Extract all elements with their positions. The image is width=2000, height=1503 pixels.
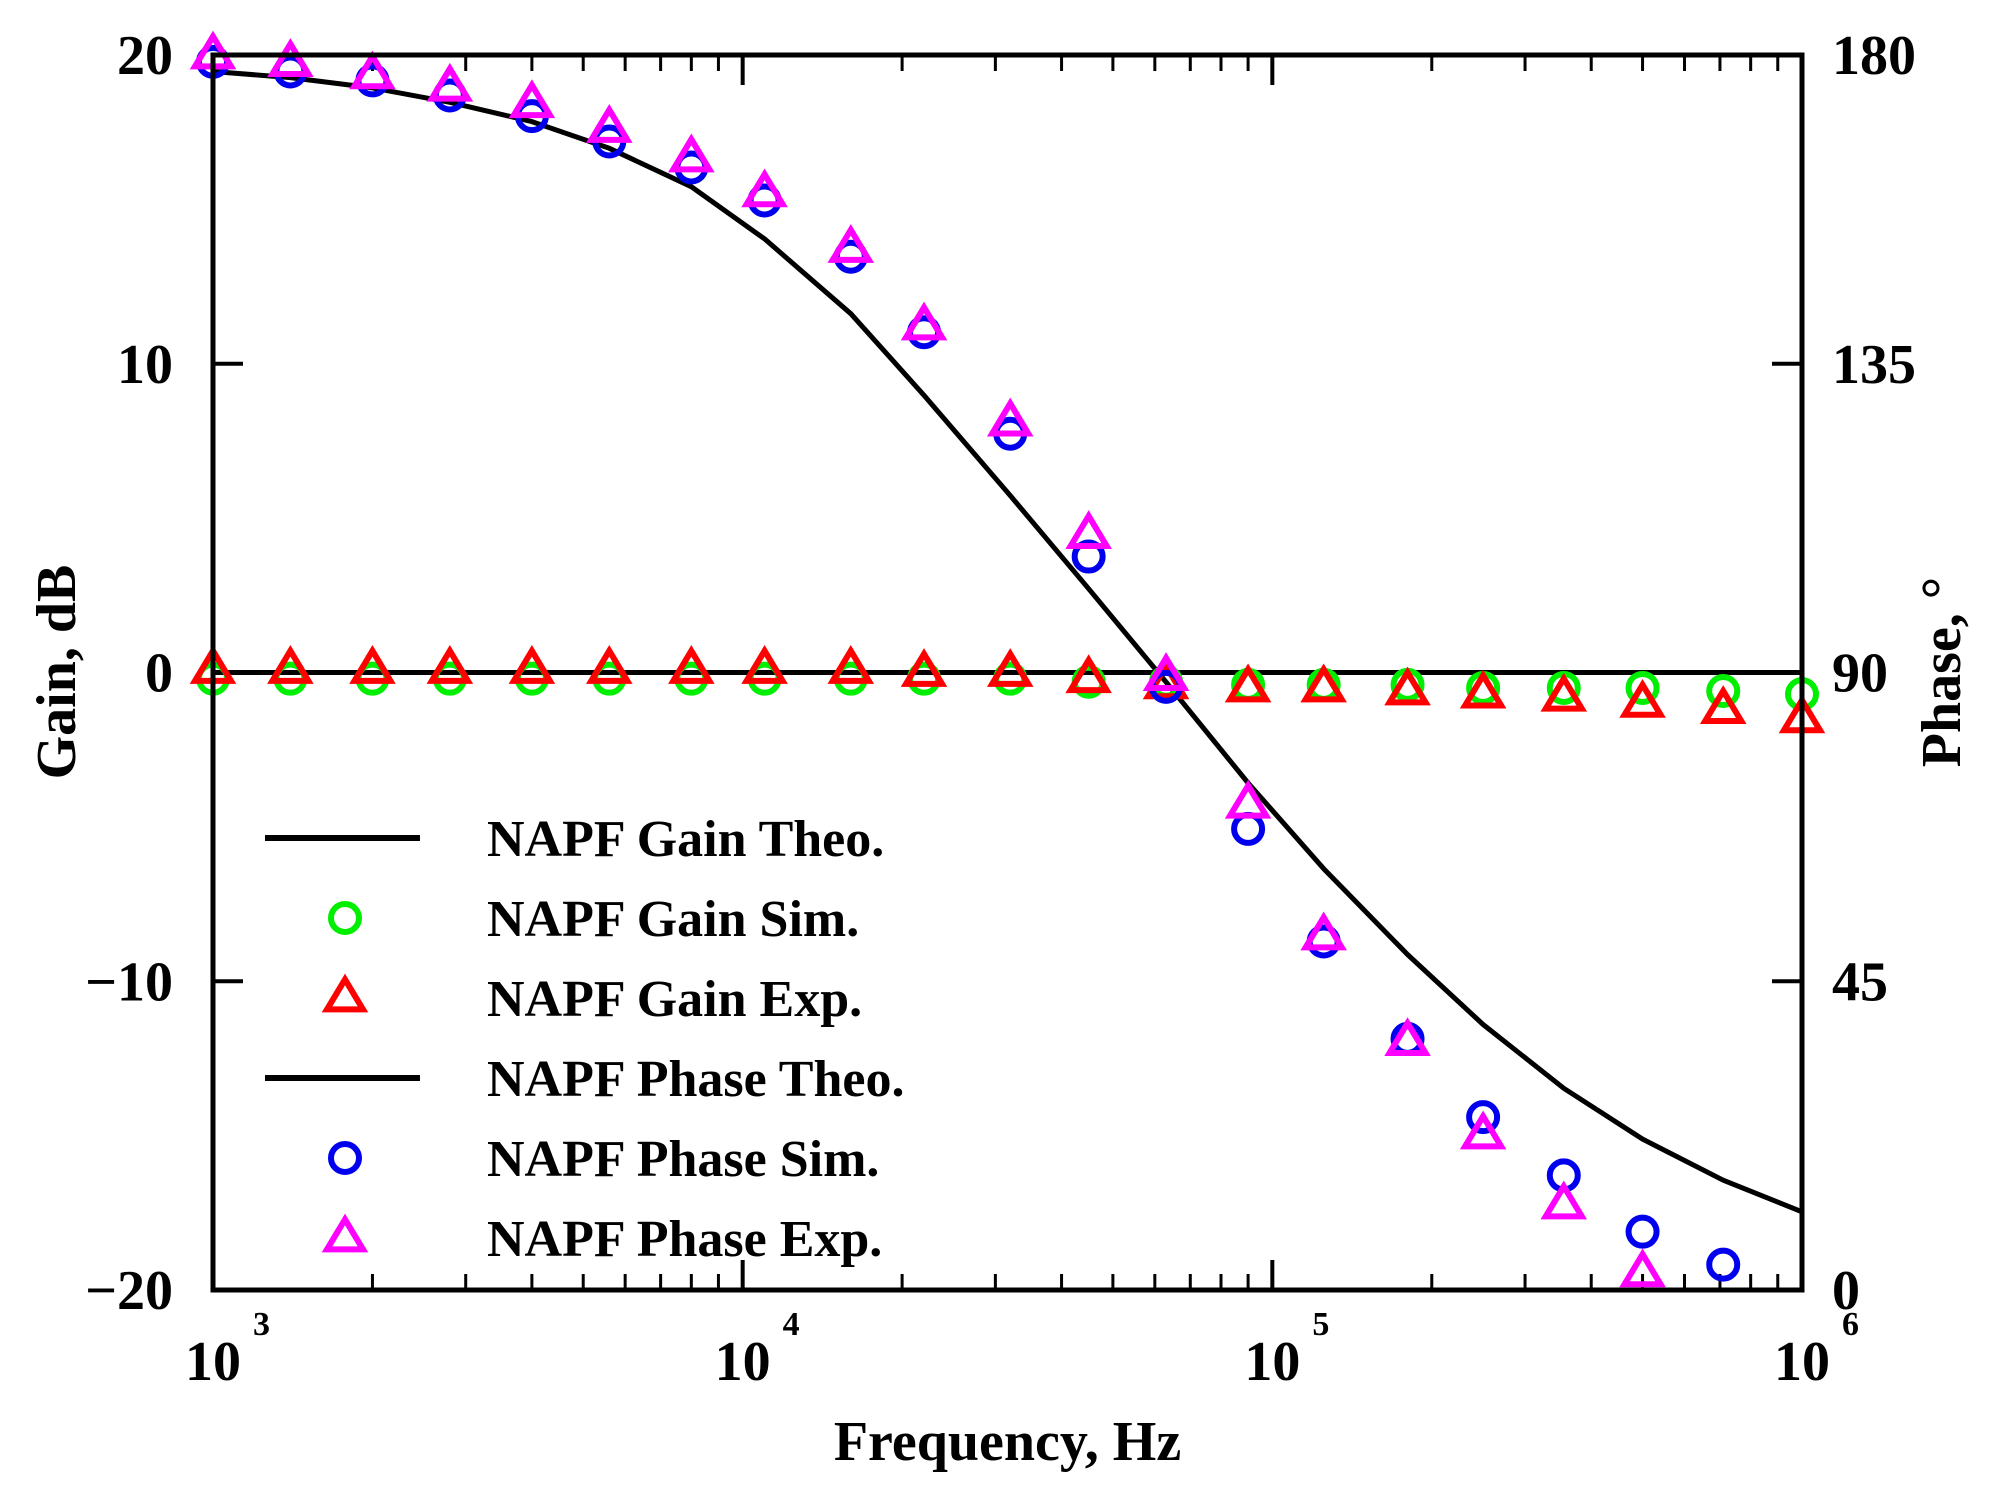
x-tick-label: 10 bbox=[185, 1331, 241, 1393]
napf-phase-exp-point bbox=[1619, 1248, 1666, 1288]
x-tick-label: 10 bbox=[1244, 1331, 1300, 1393]
napf-gain-exp-point bbox=[741, 644, 788, 684]
y-left-tick-label: 10 bbox=[117, 334, 173, 396]
napf-gain-exp-point bbox=[1224, 663, 1272, 703]
napf-phase-exp-point bbox=[900, 301, 948, 341]
napf-gain-exp-point bbox=[508, 644, 556, 684]
napf-gain-exp-point bbox=[1300, 663, 1347, 703]
y-left-tick-label: −10 bbox=[85, 951, 173, 1013]
x-tick-exponent: 6 bbox=[1842, 1306, 1859, 1343]
x-tick-label: 10 bbox=[1774, 1331, 1830, 1393]
plot-frame bbox=[210, 52, 1805, 1293]
napf-gain-exp-point bbox=[668, 644, 715, 684]
legend-label-napf-phase-exp: NAPF Phase Exp. bbox=[487, 1211, 882, 1268]
y-left-tick-label: 20 bbox=[117, 25, 173, 87]
legend-label-napf-phase-theo: NAPF Phase Theo. bbox=[487, 1051, 904, 1108]
legend-swatch-napf-gain-sim bbox=[328, 901, 362, 935]
x-axis-title: Frequency, Hz bbox=[834, 1411, 1181, 1473]
napf-phase-exp-point bbox=[426, 62, 474, 102]
napf-phase-exp-point bbox=[585, 103, 633, 143]
y-right-tick-label: 0 bbox=[1832, 1260, 1860, 1322]
napf-phase-exp-point bbox=[827, 224, 875, 263]
napf-phase-exp-point bbox=[1540, 1180, 1588, 1220]
napf-phase-exp-point bbox=[741, 168, 788, 208]
napf-phase-sim-point bbox=[1071, 539, 1106, 574]
napf-gain-sim-point bbox=[1706, 674, 1741, 709]
napf-phase-exp-point bbox=[349, 50, 396, 90]
legend-label-napf-phase-sim: NAPF Phase Sim. bbox=[487, 1131, 879, 1188]
napf-gain-exp-point bbox=[267, 644, 314, 684]
napf-phase-exp-point bbox=[986, 397, 1034, 437]
legend-label-napf-gain-theo: NAPF Gain Theo. bbox=[487, 811, 884, 868]
y-right-tick-label: 180 bbox=[1832, 25, 1916, 87]
napf-phase-exp-point bbox=[1224, 779, 1272, 819]
legend: NAPF Gain Theo. NAPF Gain Sim. NAPF Gain E… bbox=[265, 811, 904, 1268]
napf-gain-exp-point bbox=[986, 648, 1034, 687]
y-right-tick-label: 135 bbox=[1832, 334, 1916, 396]
series-lines bbox=[212, 69, 1803, 1215]
y-left-tick-label: −20 bbox=[85, 1260, 173, 1322]
x-tick-exponent: 5 bbox=[1312, 1306, 1329, 1343]
napf-gain-exp-point bbox=[1619, 678, 1666, 718]
napf-phase-sim-point bbox=[1466, 1100, 1501, 1135]
legend-label-napf-gain-sim: NAPF Gain Sim. bbox=[487, 891, 859, 948]
series-markers bbox=[189, 30, 1826, 1288]
napf-phase-exp-point bbox=[508, 79, 556, 119]
y-axis-title-left: Gain, dB bbox=[26, 565, 88, 780]
napf-gain-exp-point bbox=[1540, 672, 1588, 712]
napf-phase-theo-line bbox=[212, 69, 1803, 1215]
napf-gain-sim-point bbox=[1625, 670, 1660, 705]
napf-phase-exp-point bbox=[1065, 510, 1112, 549]
y-axis-title-right: Phase, ° bbox=[1911, 577, 1973, 767]
napf-gain-exp-point bbox=[349, 644, 396, 684]
napf-gain-exp-point bbox=[1459, 669, 1507, 709]
y-left-tick-label: 0 bbox=[145, 643, 173, 705]
x-tick-label: 10 bbox=[715, 1331, 771, 1393]
napf-gain-exp-point bbox=[1142, 660, 1190, 700]
napf-gain-exp-point bbox=[585, 644, 633, 684]
napf-phase-sim-point bbox=[1231, 811, 1266, 846]
napf-gain-exp-point bbox=[1699, 685, 1747, 724]
napf-phase-exp-point bbox=[668, 133, 715, 173]
legend-swatch-napf-phase-exp bbox=[321, 1213, 369, 1253]
napf-phase-exp-point bbox=[1142, 652, 1190, 692]
x-tick-exponent: 4 bbox=[783, 1306, 800, 1343]
napf-phase-sim-point bbox=[1625, 1214, 1660, 1249]
napf-gain-exp-point bbox=[426, 644, 474, 684]
napf-gain-exp-point bbox=[1065, 654, 1112, 694]
x-tick-exponent: 3 bbox=[253, 1306, 270, 1343]
napf-gain-exp-point bbox=[827, 644, 875, 684]
y-right-tick-label: 90 bbox=[1832, 643, 1888, 705]
napf-gain-exp-point bbox=[900, 648, 948, 687]
legend-swatch-napf-gain-exp bbox=[321, 973, 369, 1013]
legend-swatch-napf-phase-sim bbox=[328, 1141, 362, 1175]
napf-gain-exp-point bbox=[1384, 666, 1431, 706]
napf-phase-exp-point bbox=[1459, 1110, 1507, 1150]
legend-label-napf-gain-exp: NAPF Gain Exp. bbox=[487, 971, 862, 1028]
napf-phase-exp-point bbox=[267, 38, 314, 77]
napf-phase-exp-point bbox=[1384, 1017, 1431, 1057]
y-right-tick-label: 45 bbox=[1832, 951, 1888, 1013]
napf-phase-sim-point bbox=[1706, 1247, 1741, 1282]
napf-phase-exp-point bbox=[1300, 911, 1347, 951]
